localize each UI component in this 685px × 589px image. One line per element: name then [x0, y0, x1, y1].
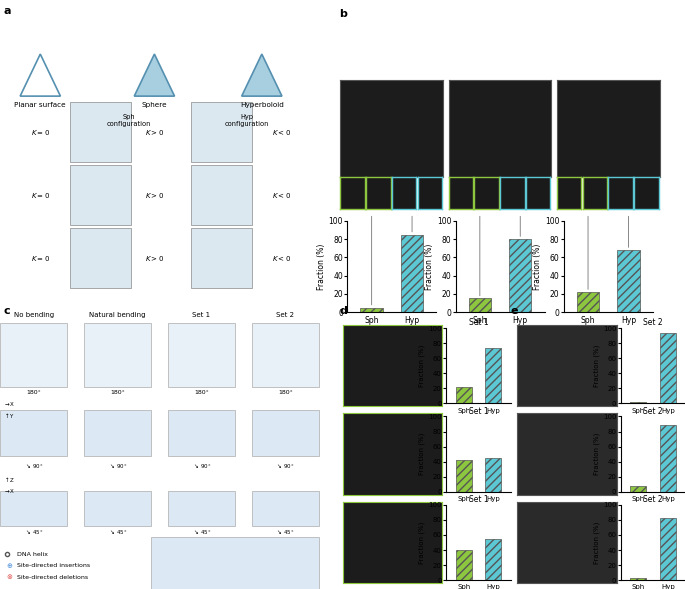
Bar: [485, 458, 501, 492]
Text: e: e: [510, 306, 518, 316]
Text: b: b: [339, 9, 347, 19]
Bar: [469, 299, 491, 312]
Text: $K < 0$: $K < 0$: [273, 128, 292, 137]
FancyBboxPatch shape: [251, 410, 319, 456]
Bar: [630, 578, 647, 580]
Y-axis label: Fraction (%): Fraction (%): [594, 521, 600, 564]
Text: $\searrow$ 90°: $\searrow$ 90°: [275, 462, 295, 470]
FancyBboxPatch shape: [84, 410, 151, 456]
FancyBboxPatch shape: [191, 166, 251, 226]
FancyBboxPatch shape: [191, 102, 251, 162]
Bar: [456, 387, 472, 403]
Bar: [509, 239, 532, 312]
FancyBboxPatch shape: [71, 229, 131, 289]
FancyBboxPatch shape: [71, 166, 131, 226]
Y-axis label: Fraction (%): Fraction (%): [425, 243, 434, 290]
Y-axis label: Fraction (%): Fraction (%): [419, 521, 425, 564]
Text: c: c: [3, 306, 10, 316]
Text: $\searrow$ 45°: $\searrow$ 45°: [192, 528, 211, 537]
Y-axis label: Fraction (%): Fraction (%): [419, 433, 425, 475]
Text: DNA helix: DNA helix: [16, 552, 48, 557]
Text: Planar surface: Planar surface: [14, 102, 66, 108]
Text: $K = 0$: $K = 0$: [31, 191, 50, 200]
Text: Set 1: Set 1: [192, 312, 210, 318]
FancyBboxPatch shape: [168, 491, 235, 525]
Text: $\uparrow$Y: $\uparrow$Y: [3, 411, 16, 421]
Text: No bending: No bending: [14, 312, 53, 318]
Text: $\rightarrow$X: $\rightarrow$X: [3, 487, 16, 495]
Text: Sphere: Sphere: [142, 102, 167, 108]
Y-axis label: Fraction (%): Fraction (%): [419, 345, 425, 387]
Text: Site-directed insertions: Site-directed insertions: [16, 564, 90, 568]
Text: d: d: [339, 306, 347, 316]
FancyBboxPatch shape: [84, 491, 151, 525]
FancyBboxPatch shape: [0, 323, 67, 387]
Bar: [485, 349, 501, 403]
Title: Set 2: Set 2: [643, 495, 663, 504]
Y-axis label: Fraction (%): Fraction (%): [594, 433, 600, 475]
Bar: [630, 486, 647, 492]
Text: Hyp
configuration: Hyp configuration: [225, 114, 269, 127]
Text: $K > 0$: $K > 0$: [145, 254, 164, 263]
Bar: [660, 518, 676, 580]
Text: ⊗: ⊗: [7, 574, 12, 580]
Text: $\searrow$ 45°: $\searrow$ 45°: [24, 528, 43, 537]
Bar: [360, 307, 383, 312]
Text: Sph
configuration: Sph configuration: [107, 114, 151, 127]
Text: $K < 0$: $K < 0$: [273, 191, 292, 200]
Polygon shape: [242, 54, 282, 96]
Text: $\searrow$ 90°: $\searrow$ 90°: [192, 462, 211, 470]
FancyBboxPatch shape: [168, 410, 235, 456]
Bar: [456, 460, 472, 492]
Text: Hyperboloid: Hyperboloid: [240, 102, 284, 108]
FancyBboxPatch shape: [0, 410, 67, 456]
Title: Set 1: Set 1: [469, 318, 488, 327]
FancyBboxPatch shape: [0, 491, 67, 525]
Text: ⊕: ⊕: [7, 563, 12, 569]
Y-axis label: Fraction (%): Fraction (%): [317, 243, 326, 290]
Y-axis label: Fraction (%): Fraction (%): [594, 345, 600, 387]
Title: Set 2: Set 2: [643, 406, 663, 416]
Text: $K > 0$: $K > 0$: [145, 191, 164, 200]
Text: $K = 0$: $K = 0$: [31, 128, 50, 137]
Bar: [660, 333, 676, 403]
Text: 180°: 180°: [26, 390, 41, 395]
FancyBboxPatch shape: [71, 102, 131, 162]
Bar: [630, 402, 647, 403]
Text: Natural bending: Natural bending: [89, 312, 146, 318]
FancyBboxPatch shape: [168, 323, 235, 387]
FancyBboxPatch shape: [191, 229, 251, 289]
Title: Set 1: Set 1: [469, 406, 488, 416]
Text: $\searrow$ 90°: $\searrow$ 90°: [108, 462, 127, 470]
Text: a: a: [3, 6, 11, 16]
FancyBboxPatch shape: [151, 537, 319, 589]
FancyBboxPatch shape: [251, 323, 319, 387]
Text: 180°: 180°: [278, 390, 292, 395]
Bar: [617, 250, 640, 312]
Title: Set 2: Set 2: [643, 318, 663, 327]
Polygon shape: [134, 54, 175, 96]
Text: 180°: 180°: [110, 390, 125, 395]
Text: 180°: 180°: [194, 390, 209, 395]
Text: $K < 0$: $K < 0$: [273, 254, 292, 263]
Text: $\rightarrow$X: $\rightarrow$X: [3, 401, 16, 408]
Bar: [485, 539, 501, 580]
Y-axis label: Fraction (%): Fraction (%): [534, 243, 543, 290]
Bar: [577, 292, 599, 312]
Text: Site-directed deletions: Site-directed deletions: [16, 575, 88, 580]
Text: $\uparrow$Z: $\uparrow$Z: [3, 475, 16, 484]
FancyBboxPatch shape: [251, 491, 319, 525]
Bar: [456, 550, 472, 580]
Text: $K = 0$: $K = 0$: [31, 254, 50, 263]
Text: $\searrow$ 45°: $\searrow$ 45°: [275, 528, 295, 537]
Text: Set 2: Set 2: [276, 312, 295, 318]
FancyBboxPatch shape: [84, 323, 151, 387]
Text: $\searrow$ 45°: $\searrow$ 45°: [108, 528, 127, 537]
Text: $\searrow$ 90°: $\searrow$ 90°: [24, 462, 43, 470]
Bar: [660, 425, 676, 492]
Bar: [401, 234, 423, 312]
Text: $K > 0$: $K > 0$: [145, 128, 164, 137]
Title: Set 1: Set 1: [469, 495, 488, 504]
